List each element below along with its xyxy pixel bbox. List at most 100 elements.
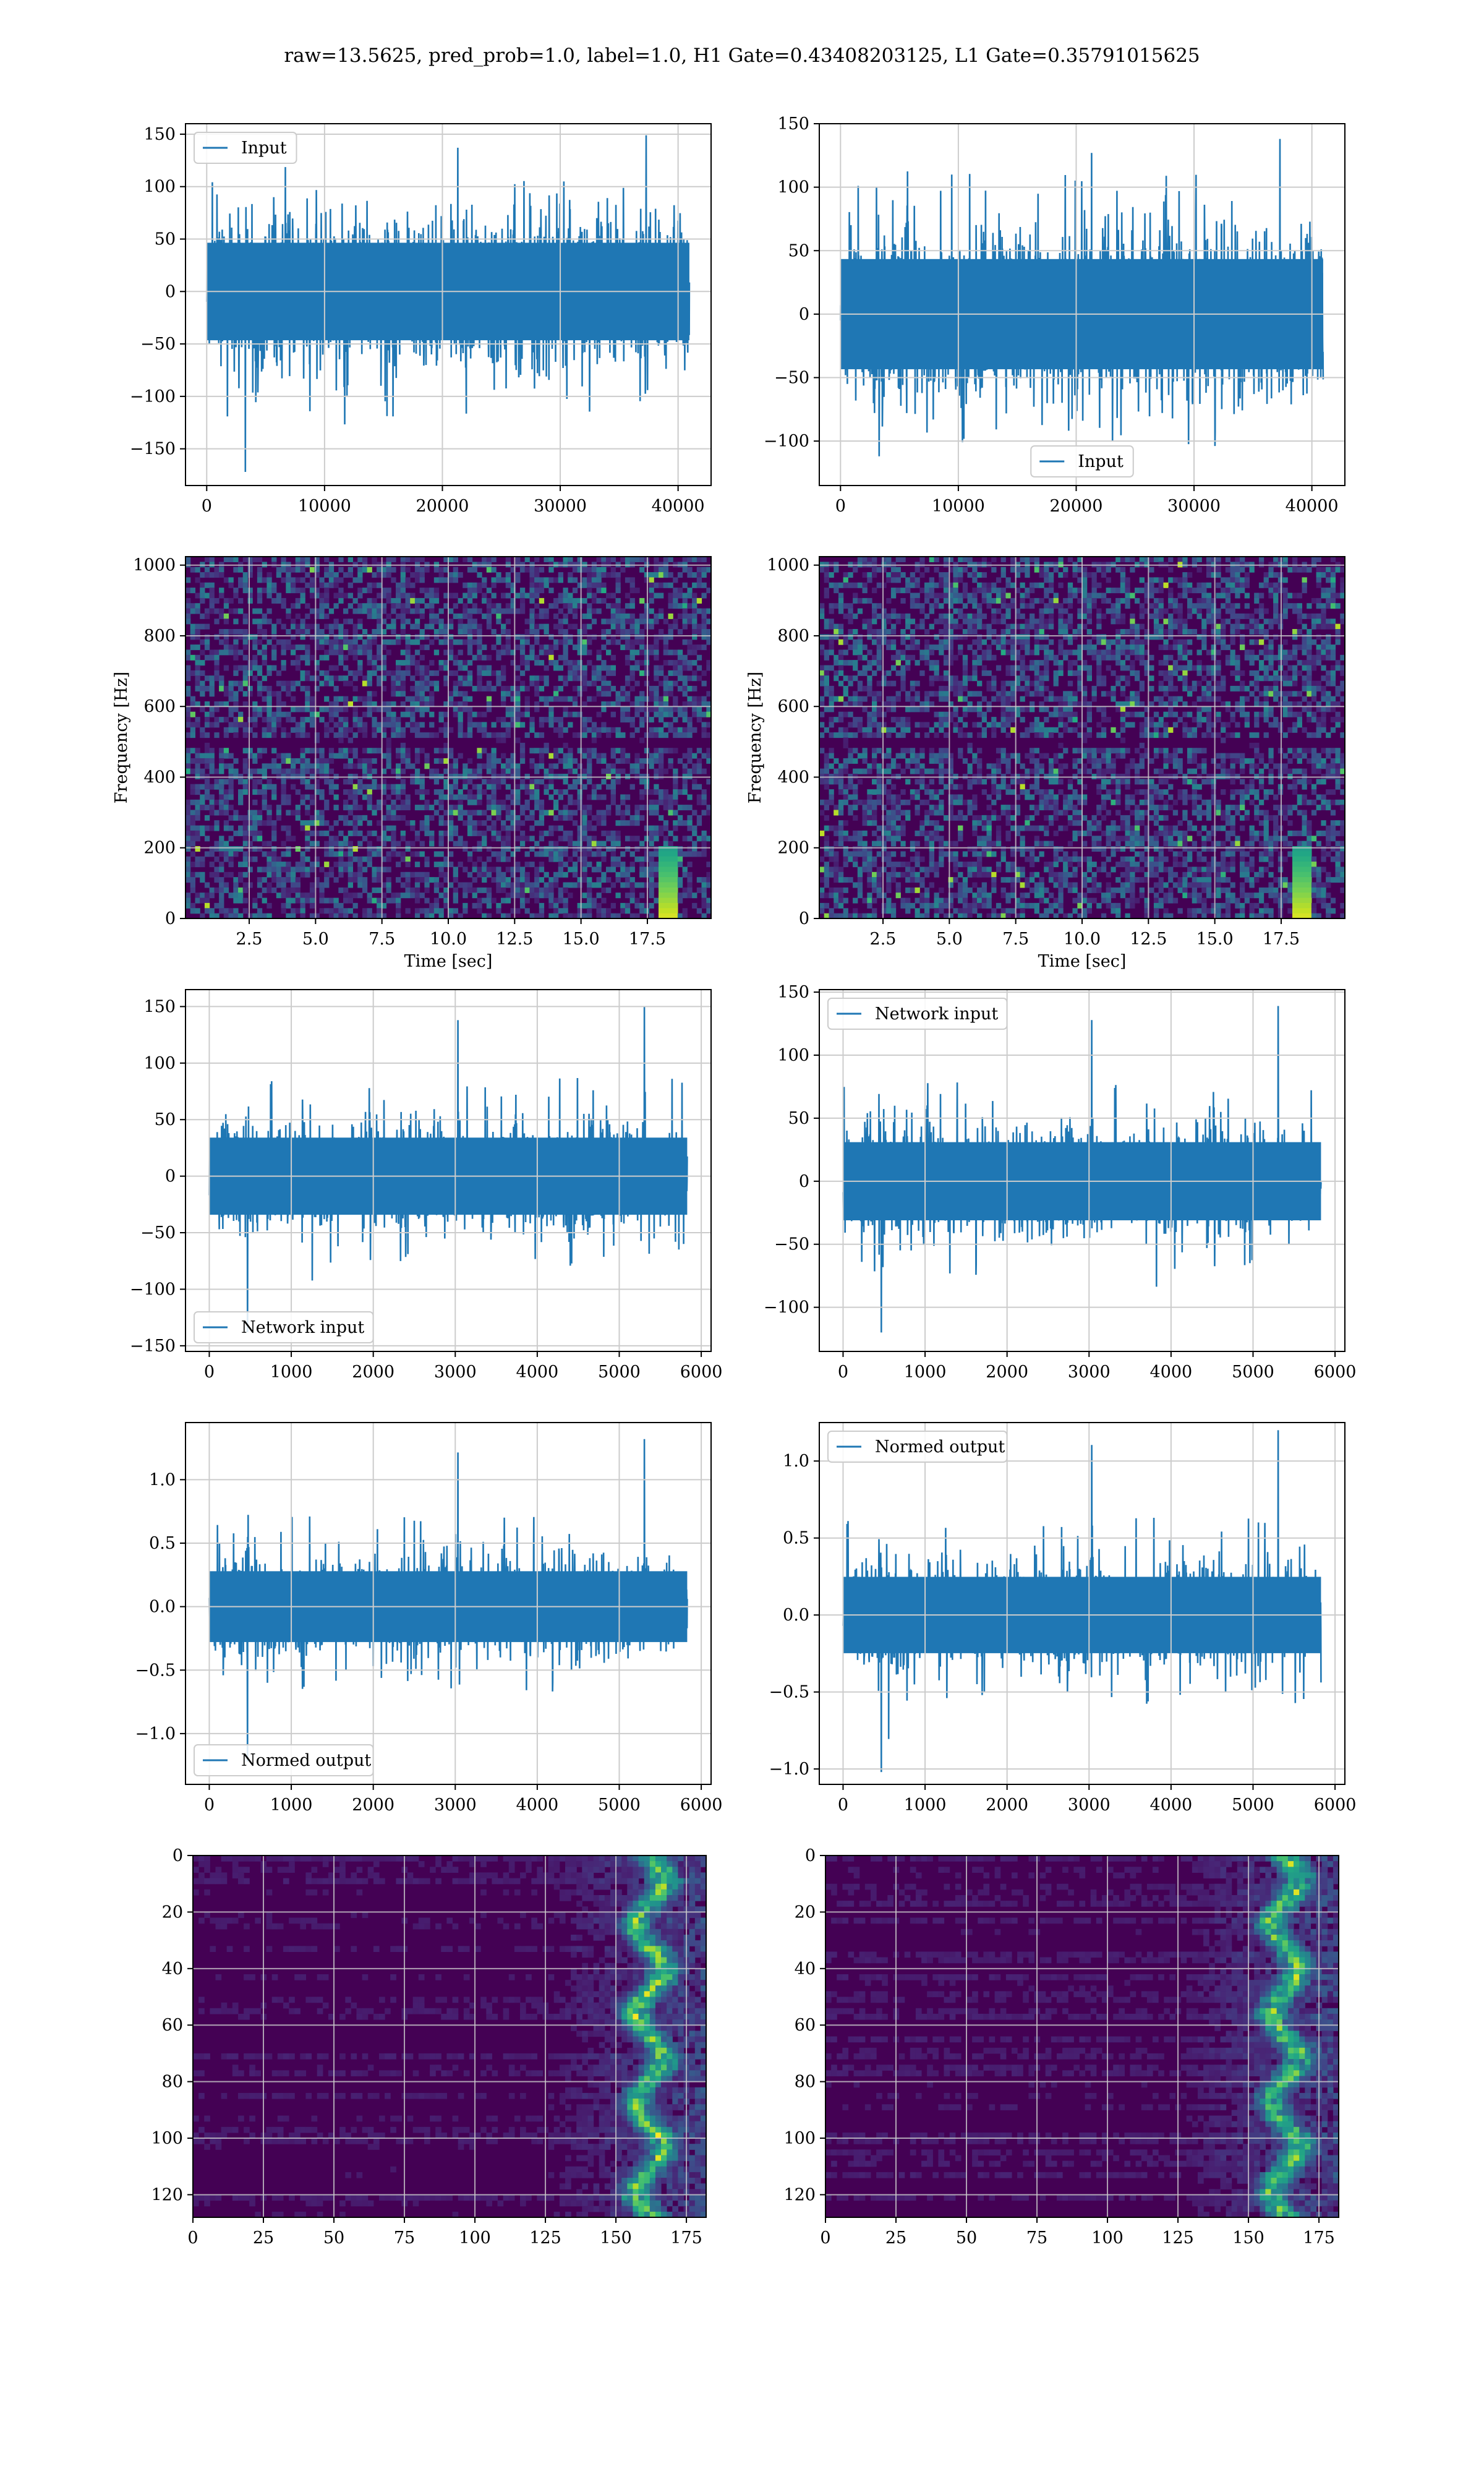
spectrogram-cell bbox=[333, 836, 339, 842]
spectrogram-cell bbox=[438, 867, 444, 873]
spectrogram-cell bbox=[687, 758, 693, 764]
spectrogram-cell bbox=[209, 862, 215, 868]
spectrogram-cell bbox=[491, 644, 497, 651]
spectrogram-cell bbox=[396, 732, 401, 738]
spectrogram-cell bbox=[1330, 582, 1336, 588]
spectrogram-cell bbox=[1196, 582, 1202, 588]
spectrogram-cell bbox=[915, 567, 920, 573]
spectrogram-cell bbox=[1039, 597, 1044, 604]
spectrogram-cell bbox=[357, 577, 363, 583]
spectrogram-cell bbox=[596, 654, 602, 661]
spectrogram-cell bbox=[510, 815, 516, 821]
spectrogram-cell bbox=[252, 753, 258, 759]
spectrogram-cell bbox=[1307, 567, 1312, 573]
spectrogram-cell bbox=[223, 748, 229, 754]
spectrogram-cell bbox=[482, 597, 487, 604]
spectrogram-cell bbox=[195, 908, 200, 914]
spectrogram-cell bbox=[291, 763, 296, 769]
spectrogram-cell bbox=[419, 789, 425, 795]
spectrogram-cell bbox=[247, 727, 253, 733]
spectrogram-cell bbox=[242, 732, 248, 738]
spectrogram-cell bbox=[414, 779, 420, 785]
spectrogram-cell bbox=[286, 758, 291, 764]
spectrogram-cell bbox=[463, 892, 468, 899]
spectrogram-cell bbox=[701, 711, 707, 717]
spectrogram-cell bbox=[319, 593, 325, 599]
spectrogram-cell bbox=[649, 789, 654, 795]
spectrogram-cell bbox=[606, 763, 612, 769]
spectrogram-cell bbox=[659, 696, 664, 702]
spectrogram-cell bbox=[539, 763, 545, 769]
spectrogram-cell bbox=[300, 654, 305, 661]
spectrogram-cell bbox=[381, 660, 387, 666]
spectrogram-cell bbox=[1244, 582, 1250, 588]
spectrogram-cell bbox=[572, 588, 578, 594]
spectrogram-cell bbox=[472, 846, 477, 852]
spectrogram-cell bbox=[252, 618, 258, 625]
spectrogram-cell bbox=[577, 732, 582, 738]
spectrogram-cell bbox=[838, 582, 844, 588]
spectrogram-cell bbox=[620, 717, 626, 723]
spectrogram-cell bbox=[601, 588, 607, 594]
spectrogram-cell bbox=[219, 882, 224, 888]
spectrogram-cell bbox=[252, 654, 258, 661]
spectrogram-cell bbox=[625, 603, 631, 609]
spectrogram-cell bbox=[314, 862, 320, 868]
spectrogram-cell bbox=[271, 582, 277, 588]
spectrogram-cell bbox=[186, 603, 191, 609]
spectrogram-cell bbox=[204, 711, 210, 717]
spectrogram-cell bbox=[962, 567, 968, 573]
spectrogram-cell bbox=[1030, 588, 1035, 594]
spectrogram-cell bbox=[352, 717, 358, 723]
spectrogram-cell bbox=[400, 753, 406, 759]
spectrogram-cell bbox=[1120, 577, 1126, 583]
spectrogram-cell bbox=[558, 836, 563, 842]
spectrogram-cell bbox=[692, 711, 697, 717]
spectrogram-cell bbox=[1311, 557, 1317, 562]
spectrogram-cell bbox=[857, 557, 863, 562]
spectrogram-cell bbox=[209, 799, 215, 805]
spectrogram-cell bbox=[242, 897, 248, 904]
spectrogram-cell bbox=[553, 613, 559, 619]
spectrogram-cell bbox=[534, 748, 540, 754]
spectrogram-cell bbox=[563, 753, 568, 759]
spectrogram-cell bbox=[209, 763, 215, 769]
spectrogram-cell bbox=[539, 913, 545, 918]
spectrogram-cell bbox=[281, 851, 286, 857]
spectrogram-cell bbox=[659, 706, 664, 713]
spectrogram-cell bbox=[328, 706, 335, 713]
spectrogram-cell bbox=[214, 810, 220, 816]
spectrogram-cell bbox=[553, 748, 559, 754]
spectrogram-cell bbox=[271, 557, 277, 562]
spectrogram-cell bbox=[1082, 572, 1088, 578]
spectrogram-cell bbox=[286, 913, 291, 918]
spectrogram-cell bbox=[204, 779, 210, 785]
spectrogram-cell bbox=[701, 623, 707, 630]
spectrogram-cell bbox=[991, 597, 997, 604]
spectrogram-cell bbox=[386, 649, 391, 656]
spectrogram-cell bbox=[410, 892, 416, 899]
spectrogram-cell bbox=[386, 639, 391, 645]
spectrogram-cell bbox=[328, 665, 335, 671]
spectrogram-cell bbox=[377, 799, 382, 805]
spectrogram-cell bbox=[553, 908, 559, 914]
spectrogram-cell bbox=[333, 649, 339, 656]
spectrogram-cell bbox=[625, 805, 631, 811]
spectrogram-cell bbox=[228, 784, 234, 790]
spectrogram-cell bbox=[448, 634, 454, 640]
spectrogram-cell bbox=[295, 867, 301, 873]
spectrogram-cell bbox=[548, 768, 554, 774]
spectrogram-cell bbox=[377, 654, 382, 661]
spectrogram-cell bbox=[659, 727, 664, 733]
spectrogram-cell bbox=[396, 717, 401, 723]
spectrogram-cell bbox=[319, 634, 325, 640]
spectrogram-cell bbox=[324, 722, 330, 728]
spectrogram-cell bbox=[482, 871, 487, 878]
spectrogram-cell bbox=[644, 908, 650, 914]
spectrogram-cell bbox=[663, 680, 668, 687]
spectrogram-cell bbox=[214, 820, 220, 826]
spectrogram-cell bbox=[333, 644, 339, 651]
spectrogram-cell bbox=[267, 670, 272, 676]
spectrogram-cell bbox=[195, 856, 200, 862]
spectrogram-cell bbox=[558, 572, 563, 578]
